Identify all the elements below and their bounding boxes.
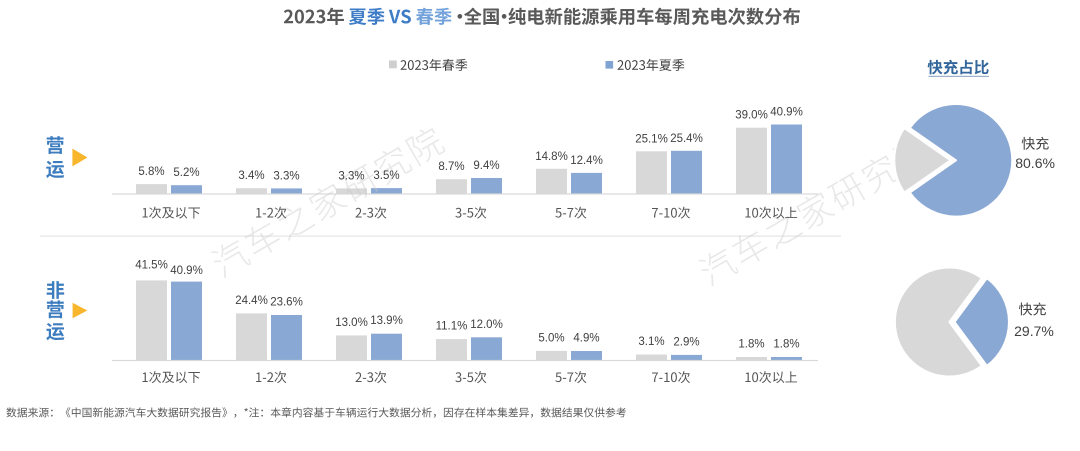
- svg-text:5.0%: 5.0%: [538, 332, 564, 344]
- svg-text:3.4%: 3.4%: [238, 170, 264, 182]
- svg-text:23.6%: 23.6%: [270, 297, 303, 309]
- svg-text:40.9%: 40.9%: [770, 107, 803, 119]
- svg-text:41.5%: 41.5%: [135, 260, 168, 272]
- svg-text:40.9%: 40.9%: [170, 265, 203, 277]
- svg-text:5.8%: 5.8%: [138, 166, 164, 178]
- svg-text:39.0%: 39.0%: [735, 110, 768, 122]
- svg-text:13.0%: 13.0%: [335, 317, 368, 329]
- svg-text:1.8%: 1.8%: [773, 339, 799, 351]
- svg-text:3.3%: 3.3%: [338, 170, 364, 182]
- svg-text:25.4%: 25.4%: [670, 133, 703, 145]
- svg-text:12.4%: 12.4%: [570, 155, 603, 167]
- svg-text:4.9%: 4.9%: [573, 333, 599, 345]
- svg-text:8.7%: 8.7%: [438, 161, 464, 173]
- svg-text:9.4%: 9.4%: [473, 160, 499, 172]
- svg-text:3.1%: 3.1%: [638, 336, 664, 348]
- svg-text:2.9%: 2.9%: [673, 336, 699, 348]
- svg-text:5.2%: 5.2%: [173, 167, 199, 179]
- svg-text:12.0%: 12.0%: [470, 319, 503, 331]
- svg-text:13.9%: 13.9%: [370, 315, 403, 327]
- svg-text:24.4%: 24.4%: [235, 295, 268, 307]
- svg-text:29.7%: 29.7%: [1014, 323, 1054, 339]
- svg-text:80.6%: 80.6%: [1015, 155, 1055, 171]
- svg-text:3.5%: 3.5%: [373, 170, 399, 182]
- svg-text:11.1%: 11.1%: [436, 321, 468, 333]
- svg-text:25.1%: 25.1%: [635, 133, 668, 145]
- svg-text:3.3%: 3.3%: [273, 170, 299, 182]
- svg-text:1.8%: 1.8%: [738, 339, 764, 351]
- svg-text:14.8%: 14.8%: [535, 151, 568, 163]
